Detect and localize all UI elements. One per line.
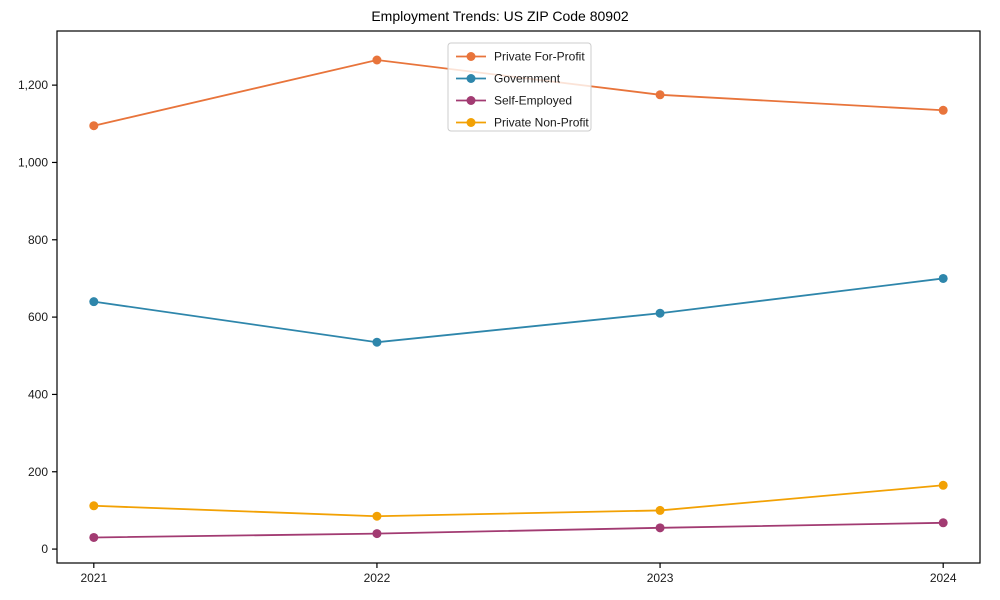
y-tick-label: 0 xyxy=(41,542,48,556)
data-point-self-employed xyxy=(89,532,99,542)
plot-frame xyxy=(56,30,981,564)
data-point-government xyxy=(372,337,382,347)
data-point-private-for-profit xyxy=(655,90,665,100)
data-point-private-for-profit xyxy=(89,121,99,131)
series-line-self-employed xyxy=(93,521,944,539)
data-point-government xyxy=(938,273,948,283)
y-tick-label: 1,000 xyxy=(18,155,48,169)
legend-label-self-employed: Self-Employed xyxy=(494,94,572,108)
x-tick-label: 2021 xyxy=(80,571,107,585)
chart-title: Employment Trends: US ZIP Code 80902 xyxy=(371,8,629,24)
legend-marker-government xyxy=(466,74,476,83)
data-point-government xyxy=(655,308,665,318)
y-tick-label: 1,200 xyxy=(18,78,48,92)
series-line-government xyxy=(93,277,944,344)
data-point-government xyxy=(89,297,99,307)
legend-label-private-non-profit: Private Non-Profit xyxy=(494,116,589,130)
data-point-private-non-profit xyxy=(938,480,948,490)
x-tick-label: 2022 xyxy=(364,571,391,585)
data-point-private-non-profit xyxy=(372,511,382,521)
data-point-private-for-profit xyxy=(938,105,948,115)
data-point-private-for-profit xyxy=(372,55,382,65)
data-point-self-employed xyxy=(938,518,948,528)
legend-label-private-for-profit: Private For-Profit xyxy=(494,50,585,64)
x-tick-label: 2023 xyxy=(647,571,674,585)
data-point-self-employed xyxy=(655,523,665,533)
data-point-private-non-profit xyxy=(655,505,665,515)
data-point-private-non-profit xyxy=(89,501,99,511)
y-tick-label: 200 xyxy=(28,465,48,479)
legend-marker-private-non-profit xyxy=(466,118,476,127)
y-tick-label: 800 xyxy=(28,233,48,247)
data-point-self-employed xyxy=(372,529,382,539)
y-tick-label: 600 xyxy=(28,310,48,324)
legend-marker-private-for-profit xyxy=(466,52,476,61)
legend-box xyxy=(447,42,592,132)
y-tick-label: 400 xyxy=(28,387,48,401)
legend-marker-self-employed xyxy=(466,96,476,105)
x-tick-label: 2024 xyxy=(930,571,957,585)
series-line-private-non-profit xyxy=(93,484,944,518)
legend-label-government: Government xyxy=(494,72,561,86)
